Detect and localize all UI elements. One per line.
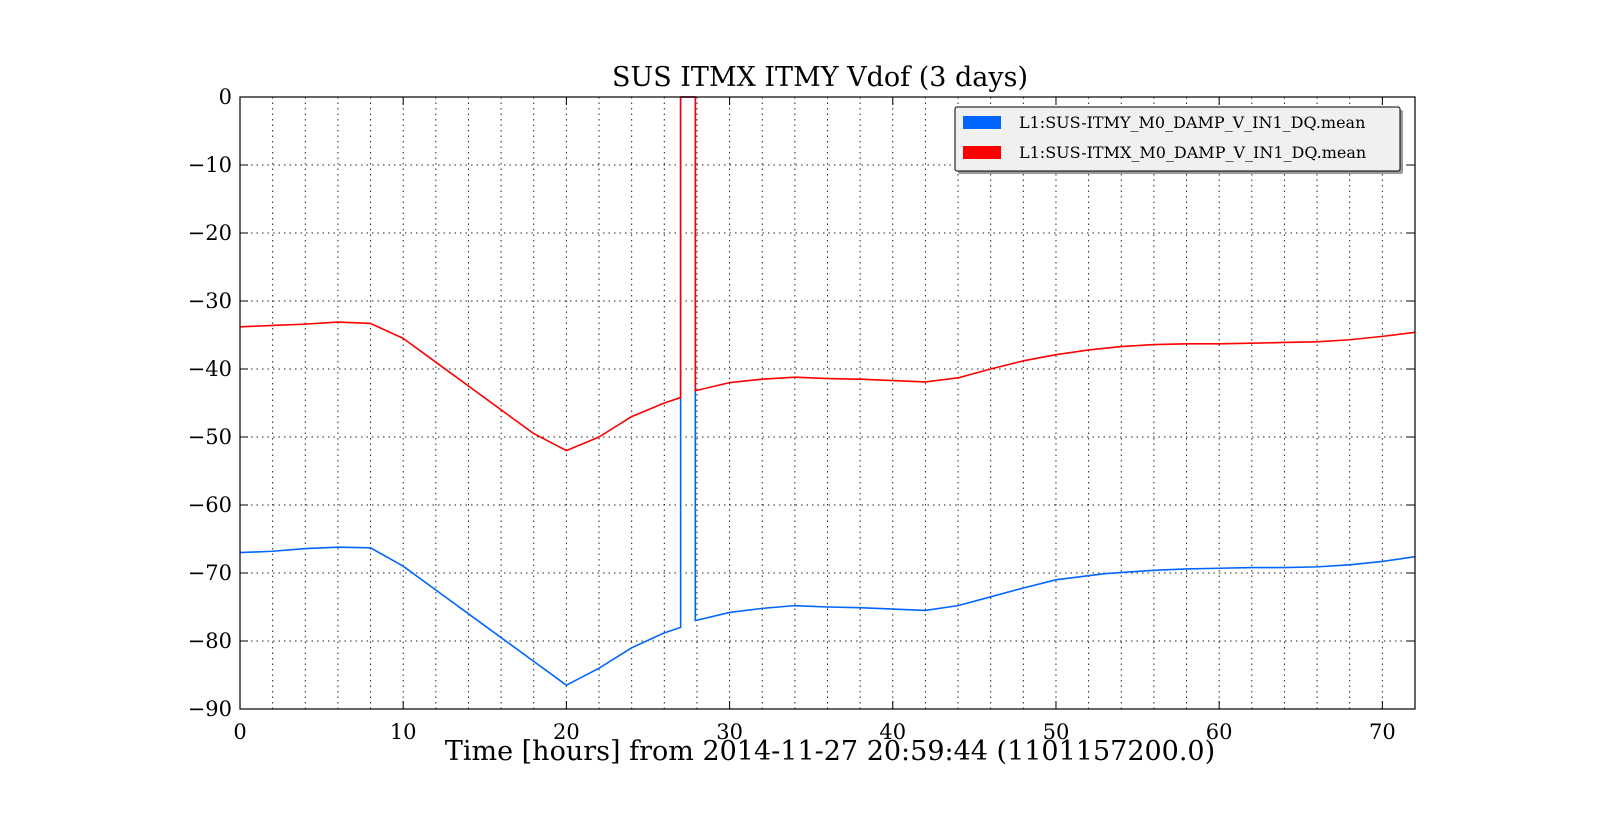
- x-tick-label: 40: [879, 720, 906, 744]
- series-line-itmx: [239, 96, 1416, 452]
- ticks: 0 10 20 30 40 50 60 70 0 −10 −20 −30 −40 −50 −60 −70 −80…: [188, 85, 1415, 744]
- legend-swatch: [963, 146, 1001, 159]
- x-tick-label: 50: [1043, 720, 1070, 744]
- x-tick-label: 20: [553, 720, 580, 744]
- y-tick-label: −80: [188, 629, 232, 653]
- y-tick-label: −60: [188, 493, 232, 517]
- y-tick-label: −20: [188, 221, 232, 245]
- x-tick-label: 0: [233, 720, 246, 744]
- series-line-itmy: [239, 96, 1416, 686]
- legend-label: L1:SUS-ITMX_M0_DAMP_V_IN1_DQ.mean: [1019, 143, 1366, 162]
- legend: L1:SUS-ITMY_M0_DAMP_V_IN1_DQ.mean L1:SUS-…: [954, 106, 1403, 174]
- y-tick-label: 0: [219, 85, 232, 109]
- chart-title: SUS ITMX ITMY Vdof (3 days): [612, 62, 1028, 93]
- y-tick-label: −40: [188, 357, 232, 381]
- grid: [240, 97, 1415, 709]
- legend-swatch: [963, 116, 1001, 129]
- y-tick-label: −70: [188, 561, 232, 585]
- y-tick-label: −50: [188, 425, 232, 449]
- legend-label: L1:SUS-ITMY_M0_DAMP_V_IN1_DQ.mean: [1019, 113, 1365, 132]
- x-tick-label: 70: [1369, 720, 1396, 744]
- x-tick-label: 30: [716, 720, 743, 744]
- legend-box: [954, 106, 1401, 172]
- y-tick-label: −90: [188, 697, 232, 721]
- y-tick-label: −30: [188, 289, 232, 313]
- x-axis-label: Time [hours] from 2014-11-27 20:59:44 (1…: [445, 736, 1215, 767]
- plot-area-frame: [239, 96, 1416, 710]
- x-tick-label: 10: [390, 720, 417, 744]
- y-tick-label: −10: [188, 153, 232, 177]
- x-tick-label: 60: [1206, 720, 1233, 744]
- series-layer: [239, 96, 1416, 686]
